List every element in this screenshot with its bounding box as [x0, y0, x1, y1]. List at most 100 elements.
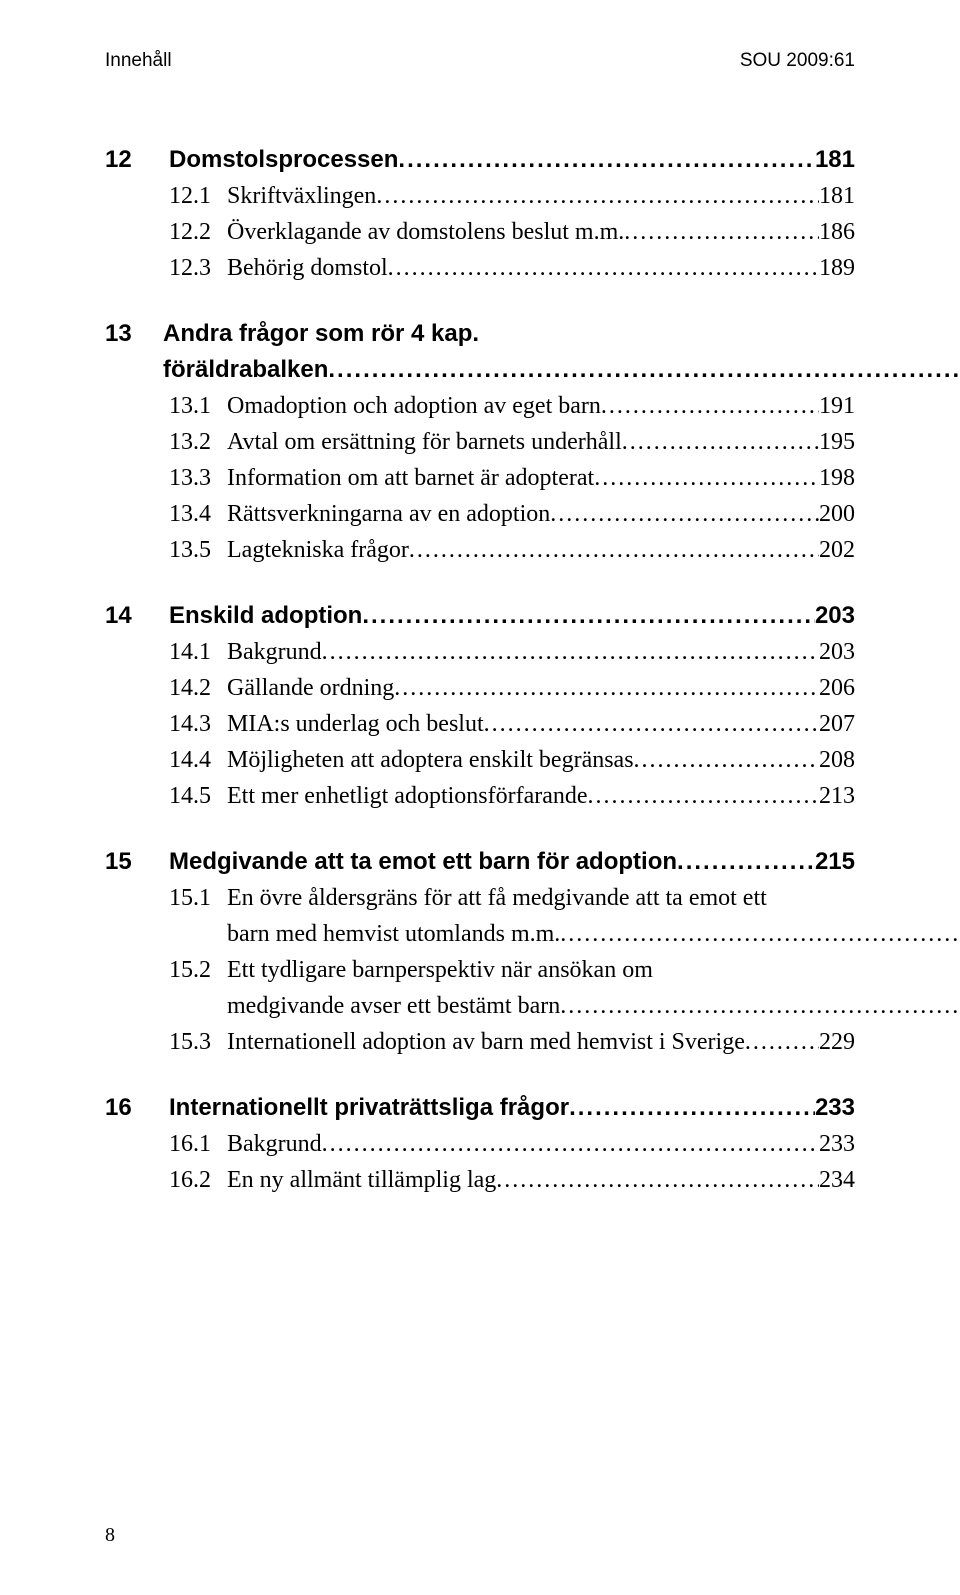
toc-entry: 13.3 Information om att barnet är adopte…: [169, 460, 855, 496]
toc-entry-page: 234: [819, 1162, 855, 1198]
header-right: SOU 2009:61: [740, 50, 855, 72]
toc-leader: [328, 352, 960, 388]
toc-entry-page: 198: [819, 460, 855, 496]
toc-leader: [560, 916, 960, 952]
toc-section-12: 12 Domstolsprocessen 181 12.1 Skriftväxl…: [105, 142, 855, 286]
toc-entry: 15.1 En övre åldersgräns för att få medg…: [169, 880, 855, 952]
toc-entry: 16.2 En ny allmänt tillämplig lag 234: [169, 1162, 855, 1198]
toc-entry-page: 186: [819, 214, 855, 250]
toc-entry-title: Omadoption och adoption av eget barn: [227, 388, 601, 424]
toc-heading: 15 Medgivande att ta emot ett barn för a…: [105, 844, 855, 880]
toc-entry-num: 15.1: [169, 880, 227, 916]
toc-entry-title: Behörig domstol: [227, 250, 388, 286]
toc-entry: 13.1 Omadoption och adoption av eget bar…: [169, 388, 855, 424]
toc-section-16: 16 Internationellt privaträttsliga frågo…: [105, 1090, 855, 1198]
toc-entry-title: Internationell adoption av barn med hemv…: [227, 1024, 745, 1060]
toc-leader: [601, 388, 819, 424]
toc-leader: [569, 1090, 815, 1126]
toc-entry: 15.2 Ett tydligare barnperspektiv när an…: [169, 952, 855, 1024]
toc-section-15: 15 Medgivande att ta emot ett barn för a…: [105, 844, 855, 1060]
toc-leader: [588, 778, 819, 814]
toc-heading-num: 13: [105, 316, 163, 352]
toc-entry-num: 14.2: [169, 670, 227, 706]
toc-entry-num: 12.2: [169, 214, 227, 250]
toc-leader: [745, 1024, 819, 1060]
toc-leader: [496, 1162, 819, 1198]
toc-heading-title: Enskild adoption: [169, 598, 362, 634]
toc-entry: 12.3 Behörig domstol 189: [169, 250, 855, 286]
toc-entry-num: 12.3: [169, 250, 227, 286]
toc-entry-num: 14.3: [169, 706, 227, 742]
toc-entry-page: 203: [819, 634, 855, 670]
toc-leader: [622, 424, 819, 460]
toc-entry: 12.1 Skriftväxlingen 181: [169, 178, 855, 214]
toc-entry-num: 13.4: [169, 496, 227, 532]
toc-heading-page: 203: [815, 598, 855, 634]
toc-entry-page: 200: [819, 496, 855, 532]
toc-heading-title: Domstolsprocessen: [169, 142, 398, 178]
toc-entry-title: Ett mer enhetligt adoptionsförfarande: [227, 778, 588, 814]
toc-leader: [624, 214, 819, 250]
toc-entry-title: Skriftväxlingen: [227, 178, 376, 214]
toc-entry-num: 14.4: [169, 742, 227, 778]
toc-entry-page: 195: [819, 424, 855, 460]
toc-entry-page: 189: [819, 250, 855, 286]
toc-entry-num: 14.1: [169, 634, 227, 670]
toc-entry-num: 13.1: [169, 388, 227, 424]
toc-entry-page: 229: [819, 1024, 855, 1060]
toc-entry-title: Bakgrund: [227, 634, 322, 670]
toc-entry-title-line2: barn med hemvist utomlands m.m.: [227, 916, 560, 952]
toc-entry: 13.4 Rättsverkningarna av en adoption 20…: [169, 496, 855, 532]
toc-entry-title-line1: Ett tydligare barnperspektiv när ansökan…: [227, 952, 960, 988]
toc-entry-title: Möjligheten att adoptera enskilt begräns…: [227, 742, 634, 778]
toc-entry-title: Överklagande av domstolens beslut m.m.: [227, 214, 624, 250]
toc-heading-num: 16: [105, 1090, 169, 1126]
toc-entry-title: Lagtekniska frågor: [227, 532, 409, 568]
toc-entry: 14.5 Ett mer enhetligt adoptionsförfaran…: [169, 778, 855, 814]
page-header: Innehåll SOU 2009:61: [105, 50, 855, 72]
toc-heading: 16 Internationellt privaträttsliga frågo…: [105, 1090, 855, 1126]
toc-leader: [398, 142, 815, 178]
toc-heading-title-line1: Andra frågor som rör 4 kap.: [163, 316, 960, 352]
toc-leader: [394, 670, 819, 706]
toc-entry: 14.1 Bakgrund 203: [169, 634, 855, 670]
toc-entry: 16.1 Bakgrund 233: [169, 1126, 855, 1162]
toc-heading-title: Internationellt privaträttsliga frågor: [169, 1090, 569, 1126]
toc-entry-num: 13.2: [169, 424, 227, 460]
toc-entry-page: 206: [819, 670, 855, 706]
toc-entry-title: Rättsverkningarna av en adoption: [227, 496, 550, 532]
toc-entry-title: Gällande ordning: [227, 670, 394, 706]
toc-heading-num: 12: [105, 142, 169, 178]
toc-entry-page: 191: [819, 388, 855, 424]
toc-heading-page: 181: [815, 142, 855, 178]
toc-entry: 14.2 Gällande ordning 206: [169, 670, 855, 706]
toc-heading-num: 15: [105, 844, 169, 880]
toc-entry-num: 14.5: [169, 778, 227, 814]
toc-entry-num: 13.3: [169, 460, 227, 496]
header-left: Innehåll: [105, 50, 172, 72]
toc-entry-page: 202: [819, 532, 855, 568]
toc-entry-num: 13.5: [169, 532, 227, 568]
toc-entry: 14.4 Möjligheten att adoptera enskilt be…: [169, 742, 855, 778]
toc-entry-page: 208: [819, 742, 855, 778]
toc-leader: [376, 178, 819, 214]
toc-heading: 14 Enskild adoption 203: [105, 598, 855, 634]
toc-entry-page: 233: [819, 1126, 855, 1162]
toc-entry-num: 16.2: [169, 1162, 227, 1198]
toc-heading-page: 215: [815, 844, 855, 880]
toc-entry-page: 207: [819, 706, 855, 742]
toc-entry-title-line2: medgivande avser ett bestämt barn: [227, 988, 560, 1024]
toc-heading: 12 Domstolsprocessen 181: [105, 142, 855, 178]
toc-entry-num: 15.2: [169, 952, 227, 988]
toc-entry-num: 16.1: [169, 1126, 227, 1162]
toc-section-13: 13 Andra frågor som rör 4 kap. föräldrab…: [105, 316, 855, 568]
toc-entry: 15.3 Internationell adoption av barn med…: [169, 1024, 855, 1060]
toc-entry: 12.2 Överklagande av domstolens beslut m…: [169, 214, 855, 250]
toc-section-14: 14 Enskild adoption 203 14.1 Bakgrund 20…: [105, 598, 855, 814]
toc-leader: [409, 532, 819, 568]
toc-entry-title: Bakgrund: [227, 1126, 322, 1162]
toc-leader: [388, 250, 819, 286]
toc-entry-num: 12.1: [169, 178, 227, 214]
toc-entry: 13.2 Avtal om ersättning för barnets und…: [169, 424, 855, 460]
toc-leader: [634, 742, 819, 778]
